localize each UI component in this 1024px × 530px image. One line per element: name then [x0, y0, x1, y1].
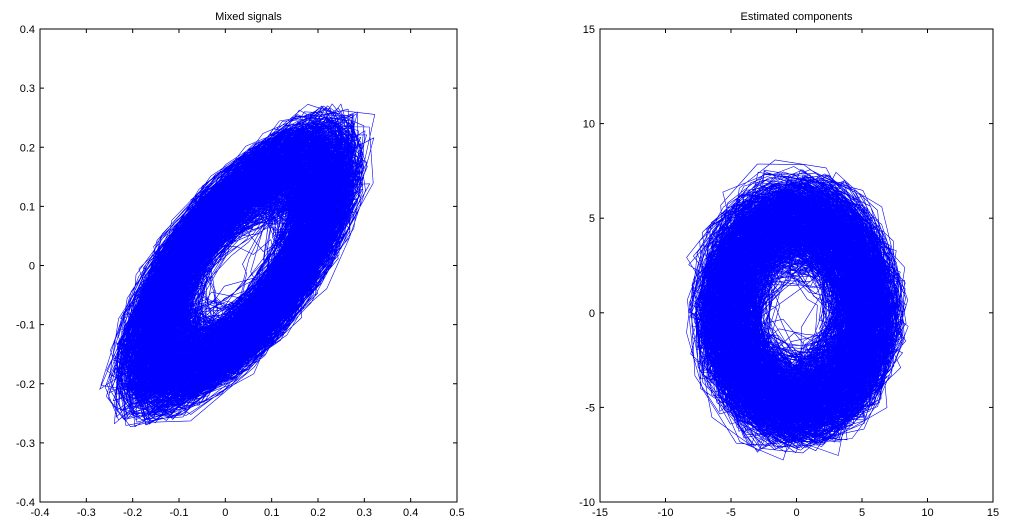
series-line	[99, 103, 376, 428]
x-tick-label: 0.4	[403, 507, 418, 519]
y-tick-label: 0.1	[20, 201, 35, 213]
x-tick-label: -0.3	[77, 507, 96, 519]
x-tick-label: 0.5	[449, 507, 464, 519]
x-tick-label: -0.4	[31, 507, 50, 519]
y-tick-label: 0.4	[20, 24, 35, 36]
y-tick-label: 5	[589, 213, 595, 225]
ticks-mixed-signals: -0.4 -0.3 -0.2 -0.1 0 0.1 0.2 0.3 0.4 0.5 -0.4 -0.3…	[16, 24, 465, 519]
y-tick-label: -10	[579, 497, 595, 509]
x-tick-label: 0	[222, 507, 228, 519]
x-tick-label: -0.1	[170, 507, 189, 519]
plot-mixed-signals: Mixed signals -0.4 -0.3 -0.2 -0.1 0 0.1 0.2 0.3…	[16, 11, 465, 519]
x-tick-label: 5	[859, 507, 865, 519]
x-tick-label: -0.2	[123, 507, 142, 519]
y-tick-label: -0.3	[16, 438, 35, 450]
x-tick-label: 0	[793, 507, 799, 519]
x-tick-label: -15	[592, 507, 608, 519]
x-tick-label: 0.1	[264, 507, 279, 519]
plot-title-mixed-signals: Mixed signals	[215, 11, 282, 23]
series-line	[686, 159, 909, 461]
y-tick-label: 0.2	[20, 142, 35, 154]
y-tick-label: 0.3	[20, 83, 35, 95]
y-tick-label: -0.2	[16, 379, 35, 391]
y-tick-label: 10	[583, 119, 595, 131]
trajectory-estimated-components	[686, 159, 909, 461]
y-tick-label: 0	[29, 261, 35, 273]
plot-estimated-components: Estimated components -15 -10 -5 0 5 10 15-10-5…	[579, 11, 999, 519]
x-tick-label: 0.3	[357, 507, 372, 519]
plot-title-estimated-components: Estimated components	[741, 11, 853, 23]
y-tick-label: 0	[589, 308, 595, 320]
x-tick-label: 10	[921, 507, 933, 519]
x-tick-label: 15	[987, 507, 999, 519]
trajectory-mixed-signals	[99, 103, 376, 428]
y-tick-label: -0.4	[16, 497, 35, 509]
y-tick-label: -5	[585, 402, 595, 414]
x-tick-label: -5	[726, 507, 736, 519]
y-tick-label: 15	[583, 24, 595, 36]
x-tick-label: -10	[658, 507, 674, 519]
y-tick-label: -0.1	[16, 320, 35, 332]
x-tick-label: 0.2	[310, 507, 325, 519]
